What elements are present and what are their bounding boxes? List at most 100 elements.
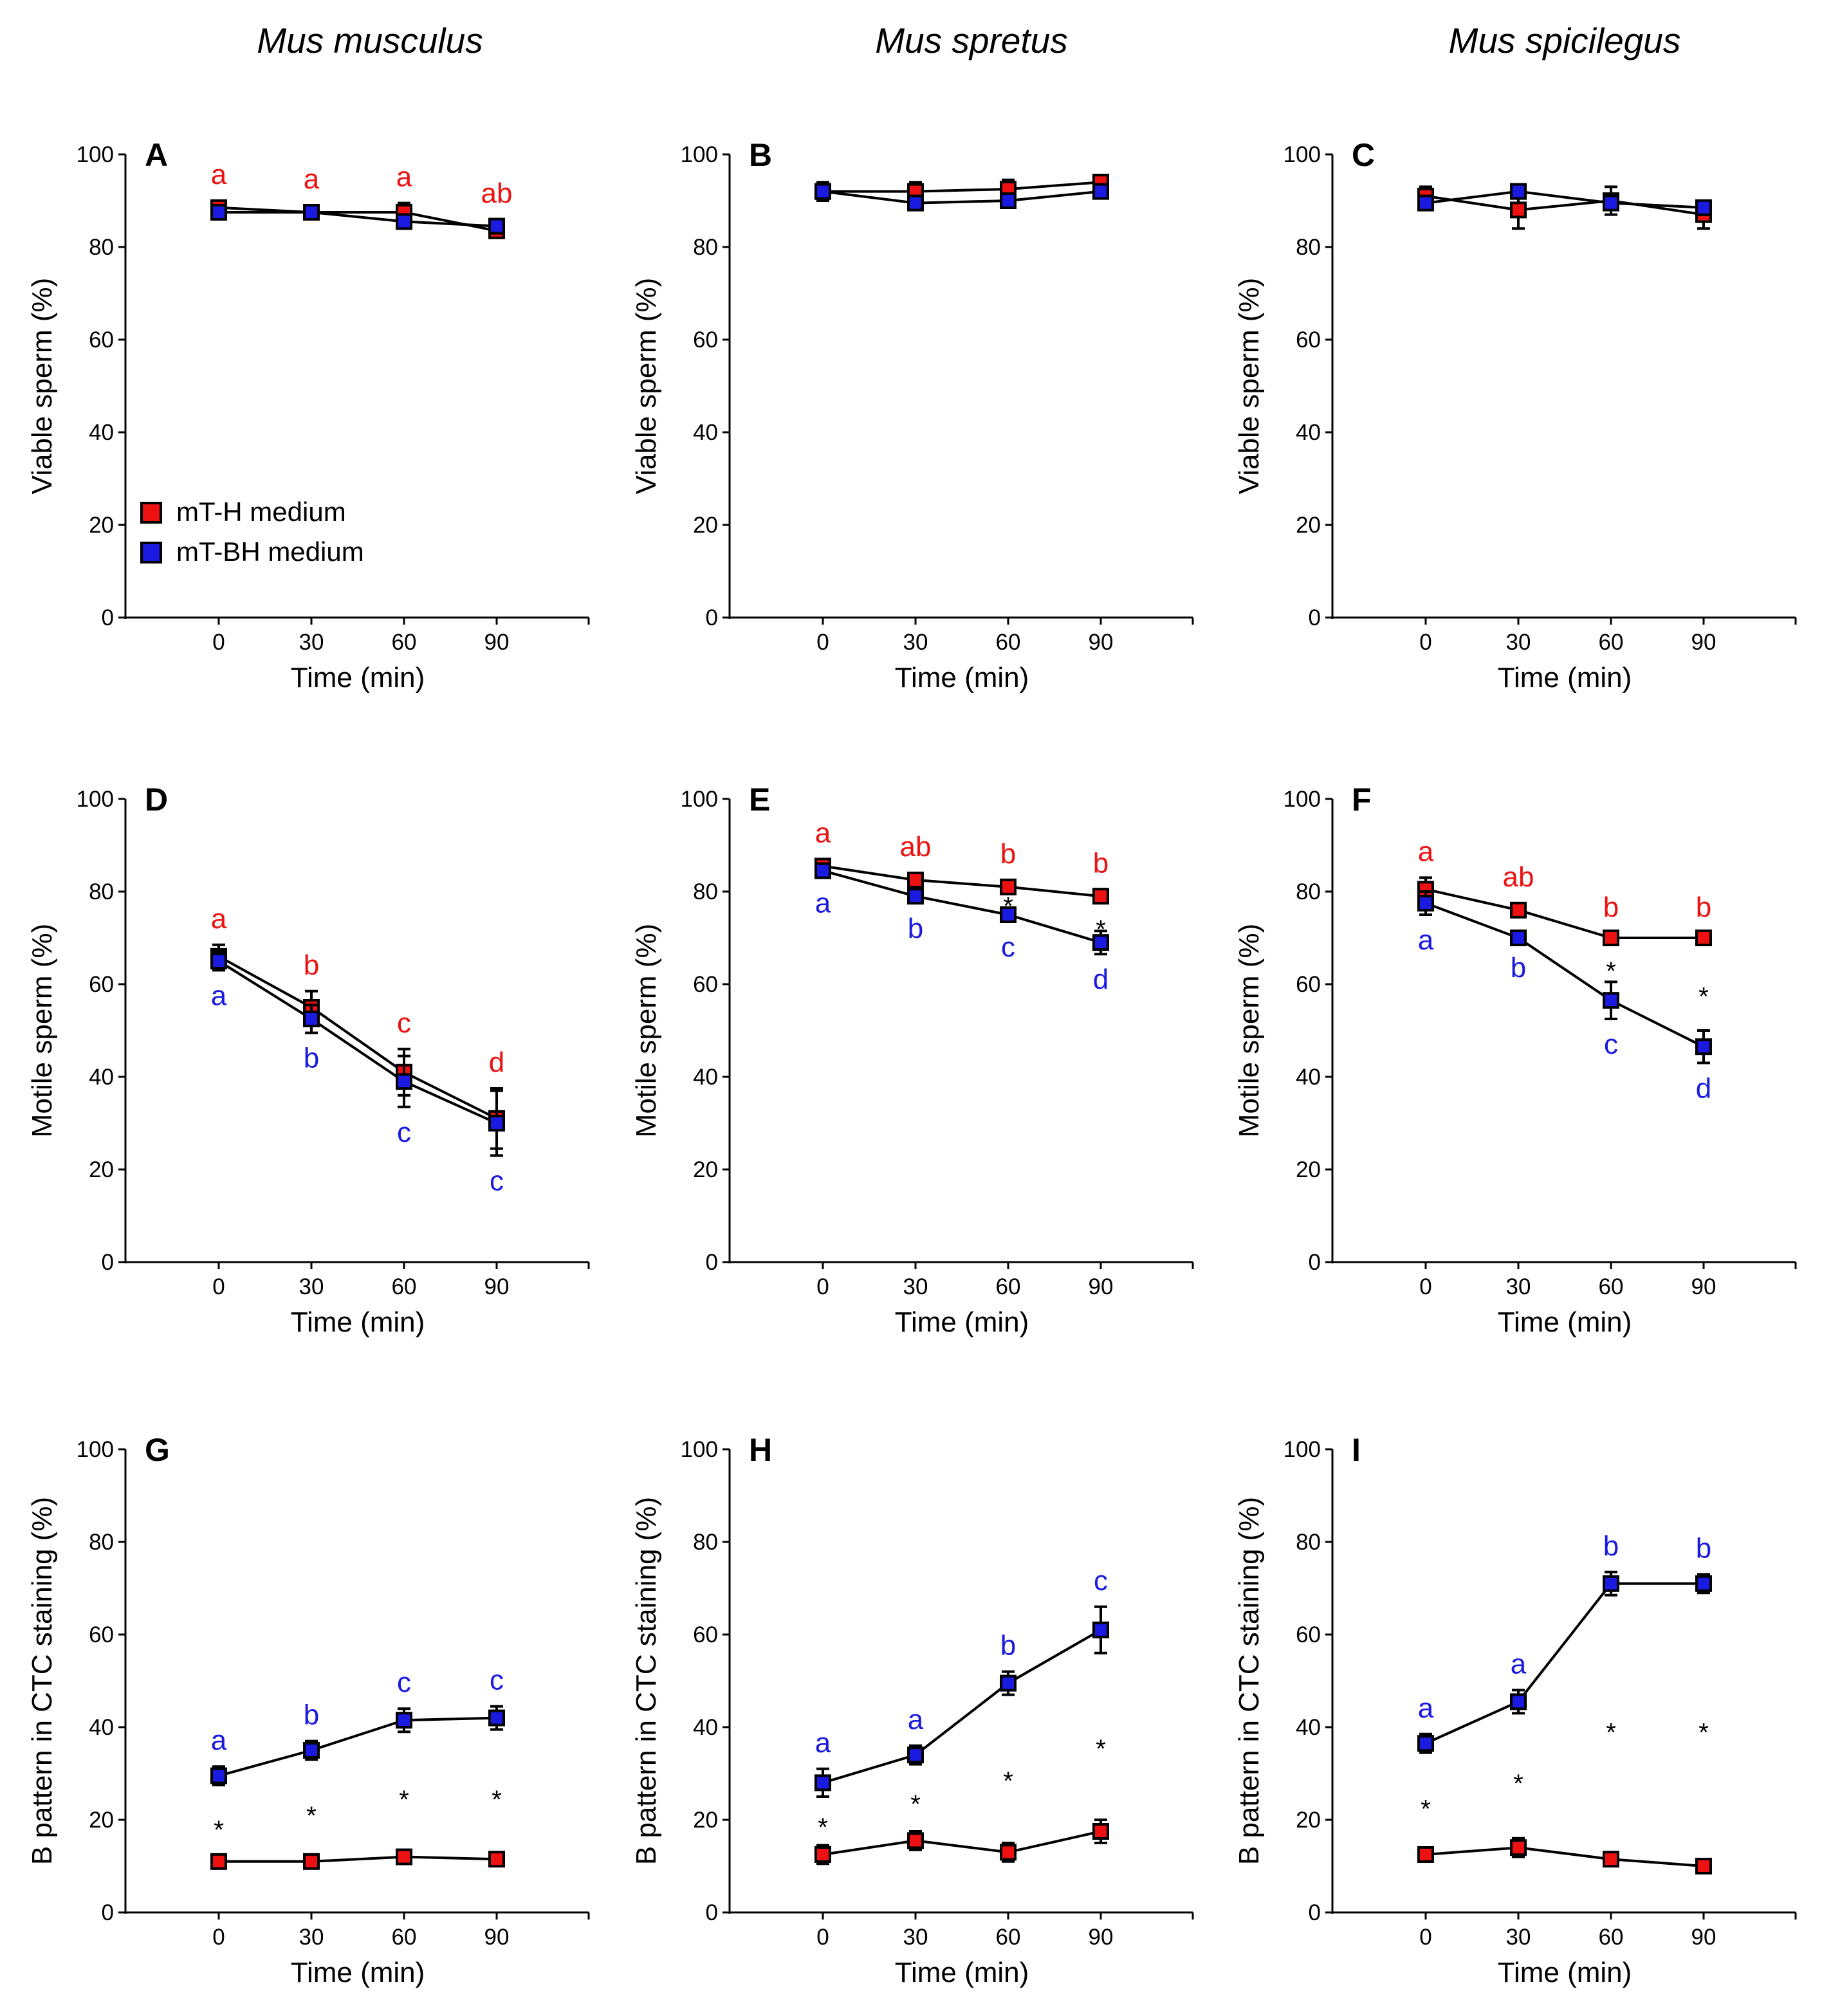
x-tick-label-h: 60 xyxy=(996,1925,1021,1950)
y-tick-label-h: 0 xyxy=(706,1900,718,1925)
significance-star-g: * xyxy=(214,1816,224,1844)
data-point-mth-e xyxy=(1000,878,1017,895)
x-tick-label-i: 90 xyxy=(1691,1925,1716,1950)
panel-letter-b: B xyxy=(749,137,772,173)
data-point-mth-f xyxy=(1695,930,1712,946)
series-mtbh-g xyxy=(210,1705,505,1786)
series-mtbh-b xyxy=(814,183,1109,212)
y-tick-label-h: 20 xyxy=(693,1808,718,1833)
x-tick-label-h: 90 xyxy=(1089,1925,1114,1950)
y-tick-label-d: 80 xyxy=(89,879,114,904)
x-tick-label-i: 30 xyxy=(1506,1925,1531,1950)
significance-letter-mth-f: a xyxy=(1418,836,1434,867)
significance-letter-mth-e: b xyxy=(1000,838,1016,870)
legend-label-mtbh: mT-BH medium xyxy=(176,536,364,567)
significance-letter-mtbh-e: a xyxy=(815,887,831,919)
y-tick-label-e: 60 xyxy=(693,972,718,997)
data-point-mtbh-b xyxy=(1000,192,1017,209)
x-tick-label-i: 60 xyxy=(1599,1925,1624,1950)
data-point-mtbh-d xyxy=(210,953,227,969)
y-tick-label-a: 0 xyxy=(102,605,114,630)
significance-letter-mtbh-d: a xyxy=(211,980,227,1011)
series-line-mtbh-e xyxy=(822,869,1101,944)
series-line-mtbh-a xyxy=(219,211,497,228)
panel-letter-f: F xyxy=(1352,782,1372,818)
significance-letter-mth-e: ab xyxy=(900,831,932,863)
significance-letter-mth-f: b xyxy=(1603,892,1619,923)
legend-label-mth: mT-H medium xyxy=(176,497,346,527)
significance-star-f: * xyxy=(1606,957,1616,985)
series-line-mtbh-b xyxy=(822,190,1101,205)
y-tick-label-a: 100 xyxy=(77,142,114,167)
significance-letter-mtbh-i: b xyxy=(1696,1532,1711,1564)
x-tick-label-h: 0 xyxy=(816,1925,829,1950)
data-point-mth-g xyxy=(303,1853,320,1870)
data-point-mth-g xyxy=(396,1848,412,1865)
panel-c: 0 20 40 60 80 100 0 30 60 90 Time (min) Viable sper… xyxy=(1233,137,1797,693)
data-point-mtbh-a xyxy=(488,217,505,235)
y-tick-label-d: 0 xyxy=(102,1250,114,1275)
x-tick-label-d: 30 xyxy=(299,1274,324,1299)
panel-letter-a: A xyxy=(145,137,168,173)
data-point-mtbh-i xyxy=(1510,1693,1527,1710)
x-tick-label-c: 0 xyxy=(1419,630,1431,655)
data-point-mth-g xyxy=(488,1851,505,1868)
significance-star-h: * xyxy=(818,1813,828,1842)
data-point-mtbh-h xyxy=(1092,1621,1109,1638)
y-tick-label-f: 20 xyxy=(1296,1157,1321,1182)
data-point-mtbh-b xyxy=(907,194,924,212)
x-axis-label-i: Time (min) xyxy=(1498,1957,1632,1988)
significance-star-g: * xyxy=(306,1802,317,1830)
series-line-mth-f xyxy=(1425,888,1704,939)
x-tick-label-a: 90 xyxy=(484,630,510,655)
y-tick-label-a: 20 xyxy=(89,513,114,538)
series-mtbh-d xyxy=(210,950,505,1157)
data-point-mtbh-e xyxy=(907,888,924,905)
x-tick-label-a: 0 xyxy=(212,630,225,655)
x-tick-label-f: 30 xyxy=(1506,1274,1531,1299)
data-point-mtbh-e xyxy=(814,862,831,879)
data-point-mth-e xyxy=(907,872,924,888)
series-mtbh-a xyxy=(210,204,505,235)
x-axis-label-f: Time (min) xyxy=(1498,1306,1632,1338)
significance-letter-mtbh-g: a xyxy=(211,1725,227,1756)
x-tick-label-e: 90 xyxy=(1089,1274,1114,1299)
y-tick-label-b: 20 xyxy=(693,513,718,538)
significance-letter-mtbh-h: a xyxy=(908,1704,924,1736)
significance-letter-mtbh-e: d xyxy=(1093,964,1109,995)
x-tick-label-b: 90 xyxy=(1089,630,1114,655)
legend-swatch-mth xyxy=(140,502,162,524)
y-tick-label-c: 20 xyxy=(1296,513,1321,538)
significance-letter-mtbh-h: b xyxy=(1000,1630,1016,1662)
y-tick-label-d: 60 xyxy=(89,972,114,997)
data-point-mtbh-g xyxy=(488,1709,505,1727)
y-axis-label-c: Viable sperm (%) xyxy=(1233,278,1265,495)
x-tick-label-g: 60 xyxy=(392,1925,417,1950)
y-tick-label-e: 0 xyxy=(706,1250,718,1275)
species-title-spretus: Mus spretus xyxy=(875,21,1068,60)
x-tick-label-a: 30 xyxy=(299,630,324,655)
panel-h: 0 20 40 60 80 100 0 30 60 90 Time (min) B pattern i… xyxy=(630,1432,1194,1988)
y-tick-label-f: 100 xyxy=(1284,787,1321,812)
significance-star-h: * xyxy=(1003,1767,1013,1795)
panel-letter-g: G xyxy=(145,1432,170,1468)
significance-star-i: * xyxy=(1606,1719,1616,1747)
panel-letter-c: C xyxy=(1352,137,1375,173)
data-point-mtbh-b xyxy=(1092,183,1109,200)
data-point-mtbh-e xyxy=(1000,906,1017,923)
x-tick-label-b: 0 xyxy=(816,630,829,655)
data-point-mtbh-i xyxy=(1417,1735,1434,1752)
y-tick-label-i: 100 xyxy=(1284,1437,1321,1462)
data-point-mtbh-c xyxy=(1417,194,1434,212)
panel-letter-h: H xyxy=(749,1432,772,1468)
x-tick-label-b: 30 xyxy=(903,630,928,655)
y-tick-label-e: 20 xyxy=(693,1157,718,1182)
y-tick-label-e: 100 xyxy=(681,787,718,812)
significance-letter-mtbh-e: c xyxy=(1001,931,1015,963)
significance-letter-mtbh-g: b xyxy=(304,1700,319,1731)
data-point-mth-g xyxy=(210,1853,227,1870)
x-tick-label-c: 30 xyxy=(1506,630,1531,655)
x-axis-label-a: Time (min) xyxy=(291,662,425,693)
x-axis-label-d: Time (min) xyxy=(291,1306,425,1338)
significance-letter-mtbh-g: c xyxy=(490,1665,504,1696)
